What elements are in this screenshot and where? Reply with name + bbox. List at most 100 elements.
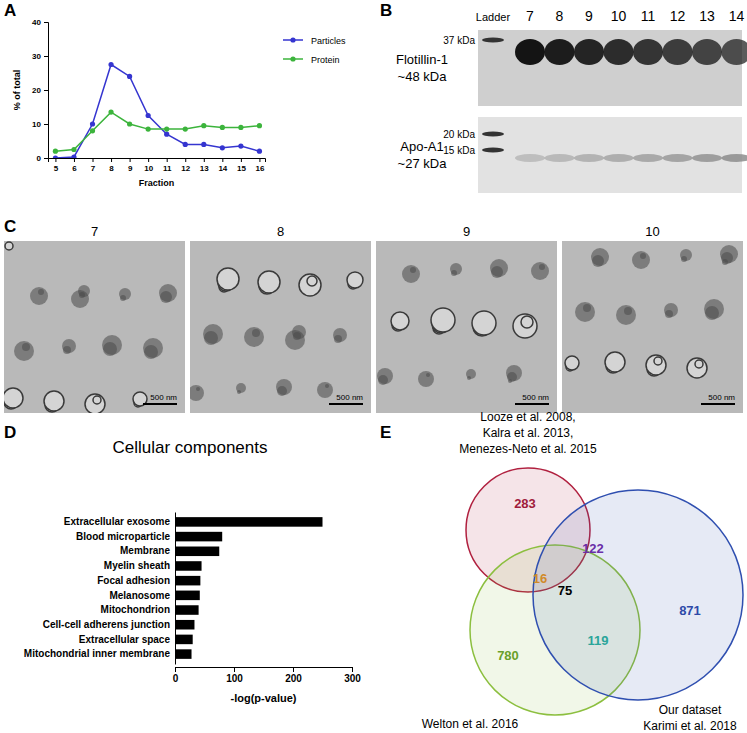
tick-label: 20 (32, 86, 41, 95)
tick-mark (44, 90, 48, 91)
lane-label: 13 (699, 8, 715, 24)
particle (664, 303, 678, 317)
tick: 13 (200, 158, 209, 173)
tick-label: 30 (32, 52, 41, 61)
bar (175, 517, 323, 527)
tick-label: 40 (32, 18, 41, 27)
tick: Myelin sheath (104, 560, 175, 571)
tick: 0 (37, 154, 48, 163)
set-label: Kalra et al. 2013, (483, 426, 574, 440)
tick: 11 (163, 158, 172, 173)
particle (252, 329, 260, 337)
legend-item: Particles (283, 36, 346, 46)
vesicle (299, 274, 321, 296)
tick: 6 (72, 158, 77, 173)
region-count: 780 (497, 648, 519, 663)
band (663, 39, 693, 65)
tick: 9 (128, 158, 133, 173)
micrograph (376, 241, 557, 413)
ladder-label: 15 kDa (443, 145, 475, 156)
blot (478, 30, 747, 106)
particle (490, 259, 508, 277)
legend-label: Protein (311, 55, 340, 65)
lane-label: 12 (670, 8, 686, 24)
particle (276, 379, 292, 395)
region-count: 119 (588, 633, 609, 648)
band (545, 154, 575, 162)
vesicle (472, 311, 496, 335)
particle (325, 384, 329, 388)
ladder-label: 20 kDa (443, 129, 475, 140)
vesicle (565, 356, 579, 370)
band (663, 154, 693, 162)
series-line (55, 65, 259, 159)
tick: Extracellular space (79, 634, 175, 645)
tick: 12 (181, 158, 190, 173)
scale-bar (143, 403, 177, 405)
tick-label: 13 (200, 164, 209, 173)
particle (14, 341, 34, 361)
particle (62, 339, 76, 353)
particle (680, 249, 692, 261)
tick-label: 200 (285, 673, 302, 684)
particle (244, 327, 264, 347)
tick: Focal adhesion (97, 575, 175, 586)
axis-line (176, 668, 353, 673)
tick-mark (44, 56, 48, 57)
scale-bar-label: 500 nm (708, 393, 735, 402)
point (257, 149, 262, 154)
x-axis: 5678910111213141516 (49, 158, 266, 173)
tick-mark (241, 158, 242, 162)
particle (333, 328, 347, 342)
tick: Mitochondrion (101, 604, 175, 615)
tick: 14 (218, 158, 227, 173)
tick-label: 14 (218, 164, 227, 173)
particle (539, 264, 545, 270)
panel-label: A (4, 1, 16, 20)
tick-mark (293, 667, 294, 672)
set-label: Welton et al. 2016 (422, 717, 519, 731)
particle (426, 373, 430, 377)
legend-item: Protein (283, 55, 340, 65)
tick-mark (175, 667, 176, 672)
particle (591, 248, 609, 266)
vesicle (93, 396, 101, 404)
vesicle (513, 314, 537, 338)
point (220, 145, 225, 150)
particle (102, 335, 122, 355)
vesicle (431, 308, 455, 332)
lane-label: 7 (526, 8, 534, 24)
bar (175, 605, 199, 615)
point (71, 147, 76, 152)
point (71, 154, 76, 158)
x-axis: 0100200300 (173, 667, 362, 684)
lane-label: 10 (611, 8, 627, 24)
tick-label: Focal adhesion (97, 575, 170, 586)
tick-mark (44, 158, 48, 159)
band (515, 39, 545, 65)
ladder-label: 37 kDa (443, 35, 475, 46)
tick-label: 100 (226, 673, 243, 684)
row-size: ~27 kDa (398, 156, 448, 171)
vesicle (695, 360, 703, 368)
micrograph (190, 241, 371, 413)
tick-mark (74, 158, 75, 162)
chart-title: Cellular components (113, 438, 268, 457)
band (604, 154, 634, 162)
tick: Melanosome (109, 590, 175, 601)
row-label: Flotillin-1 (396, 52, 448, 67)
band (722, 39, 747, 65)
scale-bar (515, 403, 549, 405)
axis-line (175, 513, 176, 665)
legend: Particles Protein (283, 36, 346, 65)
row-size: ~48 kDa (398, 69, 448, 84)
tick: 200 (285, 667, 302, 684)
image-background (190, 241, 371, 413)
region-count: 16 (533, 571, 547, 586)
particle (410, 267, 416, 273)
tick-mark (93, 158, 94, 162)
tick: 15 (237, 158, 246, 173)
legend-marker (290, 37, 295, 42)
point (220, 125, 225, 130)
tick-label: 12 (181, 164, 190, 173)
